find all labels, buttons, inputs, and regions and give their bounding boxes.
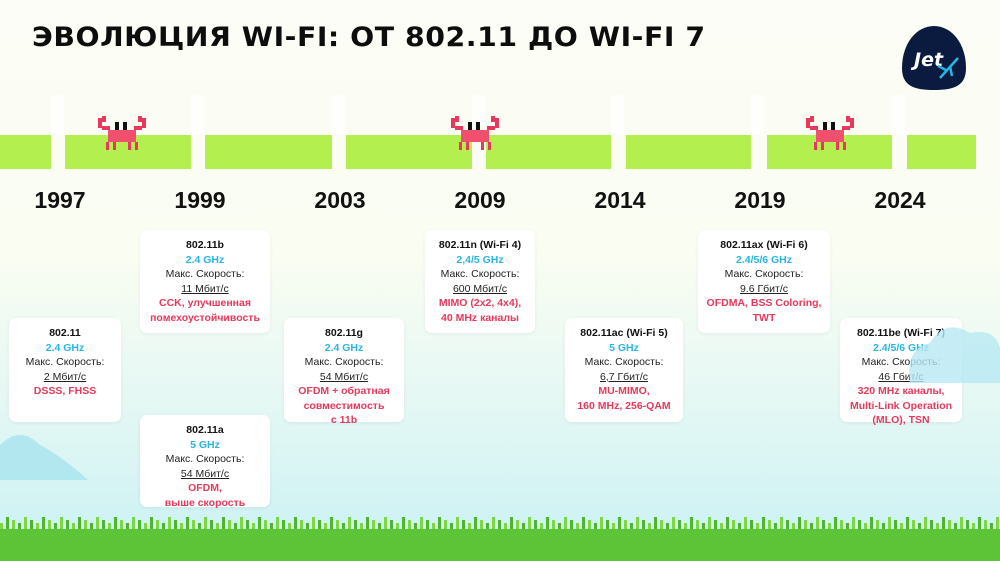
technology-line: выше скорость xyxy=(164,496,246,509)
max-speed: 54 Мбит/с xyxy=(319,370,369,383)
technology-line: Multi-Link Operation xyxy=(849,399,953,412)
timeline-divider xyxy=(332,95,345,135)
standard-card: 802.11b 2.4 GHz Макс. Скорость: 11 Мбит/с CC… xyxy=(140,230,270,333)
year-label: 2003 xyxy=(314,187,366,213)
speed-label: Макс. Скорость: xyxy=(440,268,520,280)
technology-line: DSSS, FHSS xyxy=(33,385,97,397)
frequency: 5 GHz xyxy=(609,341,639,354)
timeline-divider xyxy=(51,95,64,135)
timeline-divider xyxy=(611,95,624,135)
max-speed: 6,7 Гбит/с xyxy=(599,370,649,383)
standard-name: 802.11g xyxy=(325,327,363,339)
standard-name: 802.11 xyxy=(49,327,81,339)
crab-icon xyxy=(98,116,146,150)
timeline-bar-segment xyxy=(486,135,611,169)
speed-label: Макс. Скорость: xyxy=(724,268,804,280)
technology-line: совместимость xyxy=(303,399,385,412)
svg-text:Jet: Jet xyxy=(910,49,944,71)
frequency: 2,4/5 GHz xyxy=(456,253,504,266)
year-label: 1997 xyxy=(34,187,86,213)
timeline-bar-segment xyxy=(0,135,51,169)
technology-line: OFDM, xyxy=(188,482,222,494)
crab-icon xyxy=(806,116,854,150)
technology-line: MIMO (2x2, 4x4), xyxy=(438,297,522,309)
standard-card: 802.11ax (Wi-Fi 6) 2.4/5/6 GHz Макс. Скоро… xyxy=(698,230,830,333)
speed-label: Макс. Скорость: xyxy=(304,356,384,368)
frequency: 2.4 GHz xyxy=(324,341,364,354)
timeline-divider xyxy=(892,95,905,135)
standard-card: 802.11 2.4 GHz Макс. Скорость: 2 Мбит/с DSSS… xyxy=(9,318,121,422)
max-speed: 2 Мбит/с xyxy=(43,370,87,383)
standard-card: 802.11g 2.4 GHz Макс. Скорость: 54 Мбит/с OF… xyxy=(284,318,404,426)
speed-label: Макс. Скорость: xyxy=(584,356,664,368)
frequency: 2.4/5/6 GHz xyxy=(872,341,930,354)
technology-line: OFDM + обратная xyxy=(298,385,390,397)
year-label: 1999 xyxy=(174,187,226,213)
standard-name: 802.11ac (Wi-Fi 5) xyxy=(580,327,668,339)
year-label: 2019 xyxy=(734,187,786,213)
frequency: 2.4 GHz xyxy=(185,253,225,266)
technology-line: 160 MHz, 256-QAM xyxy=(577,399,671,412)
timeline-bar-segment xyxy=(626,135,751,169)
frequency: 5 GHz xyxy=(190,438,220,451)
max-speed: 600 Мбит/с xyxy=(452,282,508,295)
technology-line: TWT xyxy=(752,311,776,324)
max-speed: 11 Мбит/с xyxy=(181,282,229,295)
standard-card: 802.11ac (Wi-Fi 5) 5 GHz Макс. Скорость: 6,… xyxy=(565,318,683,422)
standard-card: 802.11a 5 GHz Макс. Скорость: 54 Мбит/с OFDM… xyxy=(140,415,270,509)
frequency: 2.4 GHz xyxy=(45,341,85,354)
standard-name: 802.11b xyxy=(186,239,224,251)
year-label: 2024 xyxy=(874,187,926,213)
timeline-divider xyxy=(191,95,204,135)
technology-line: 40 MHz каналы xyxy=(440,311,519,324)
year-label: 2009 xyxy=(454,187,506,213)
timeline-bar-segment xyxy=(205,135,332,169)
max-speed: 54 Мбит/с xyxy=(180,467,230,480)
standard-card: 802.11n (Wi-Fi 4) 2,4/5 GHz Макс. Скорость… xyxy=(425,230,535,333)
page-title: ЭВОЛЮЦИЯ WI-FI: ОТ 802.11 ДО WI-FI 7 xyxy=(32,22,706,53)
standard-name: 802.11be (Wi-Fi 7) xyxy=(856,327,946,339)
speed-label: Макс. Скорость: xyxy=(25,356,105,368)
speed-label: Макс. Скорость: xyxy=(165,453,245,465)
technology-line: (MLO), TSN xyxy=(872,414,930,426)
timeline-bar-segment xyxy=(907,135,976,169)
technology-line: MU-MIMO, xyxy=(598,385,650,397)
timeline-divider xyxy=(472,95,485,135)
timeline-bar-segment xyxy=(346,135,472,169)
technology-line: 320 MHz каналы, xyxy=(857,385,945,397)
cloud-left-icon xyxy=(0,435,88,480)
max-speed: 9.6 Гбит/с xyxy=(739,282,789,295)
standard-name: 802.11a xyxy=(186,424,224,436)
timeline-divider xyxy=(751,95,764,135)
jet-logo-icon: Jet xyxy=(902,26,966,90)
cloud-right-icon xyxy=(909,327,1000,383)
frequency: 2.4/5/6 GHz xyxy=(735,253,793,266)
technology-line: с 11b xyxy=(330,414,358,426)
standard-name: 802.11ax (Wi-Fi 6) xyxy=(720,239,808,251)
crab-icon xyxy=(451,116,499,150)
speed-label: Макс. Скорость: xyxy=(165,268,245,280)
technology-line: CCK, улучшенная xyxy=(159,297,251,309)
year-label: 2014 xyxy=(594,187,646,213)
grass-decoration xyxy=(0,517,1000,561)
technology-line: помехоустойчивость xyxy=(150,311,260,324)
technology-line: OFDMA, BSS Coloring, xyxy=(706,297,822,309)
standard-name: 802.11n (Wi-Fi 4) xyxy=(438,239,522,251)
